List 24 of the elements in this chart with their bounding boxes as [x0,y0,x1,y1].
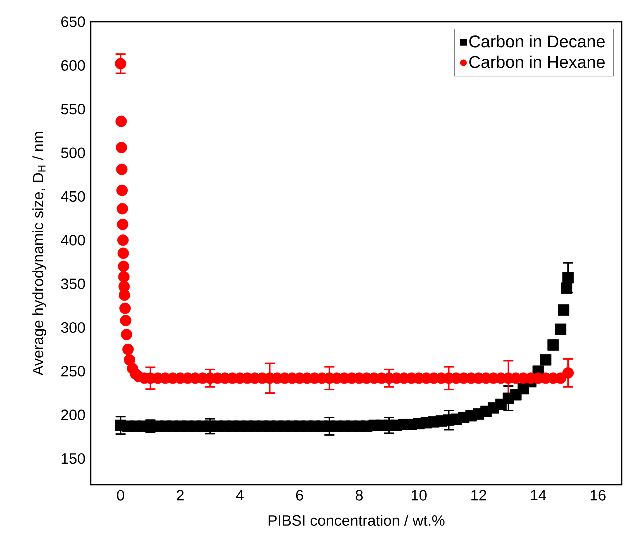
x-tick-label: 16 [590,490,606,501]
y-tick-label: 250 [62,366,86,377]
x-tick-label: 0 [117,490,124,501]
y-tick-label: 300 [61,322,86,334]
x-tick-label: 14 [531,490,546,501]
x-tick-label: 12 [472,490,486,501]
x-tick-label: 6 [296,490,304,501]
x-tick-label: 8 [356,490,363,501]
x-axis-title: PIBSI concentration / wt.% [268,515,445,526]
legend-label: Carbon in Decane [470,35,605,48]
y-tick-label: 650 [62,16,86,28]
y-tick-label: 350 [61,278,86,290]
y-tick-label: 450 [61,191,86,202]
legend-label: Carbon in Hexane [470,56,605,68]
x-tick-label: 2 [177,490,184,501]
y-tick-label: 600 [62,60,86,71]
y-axis-title: Average hydrodynamic size, D$_{H}$ / nm [32,132,47,376]
y-tick-label: 550 [61,104,86,115]
y-tick-label: 150 [62,453,86,464]
y-tick-label: 400 [61,235,86,246]
x-tick-label: 10 [412,490,427,501]
y-tick-label: 500 [61,148,86,158]
x-tick-label: 4 [236,490,244,501]
y-tick-label: 200 [62,410,86,420]
